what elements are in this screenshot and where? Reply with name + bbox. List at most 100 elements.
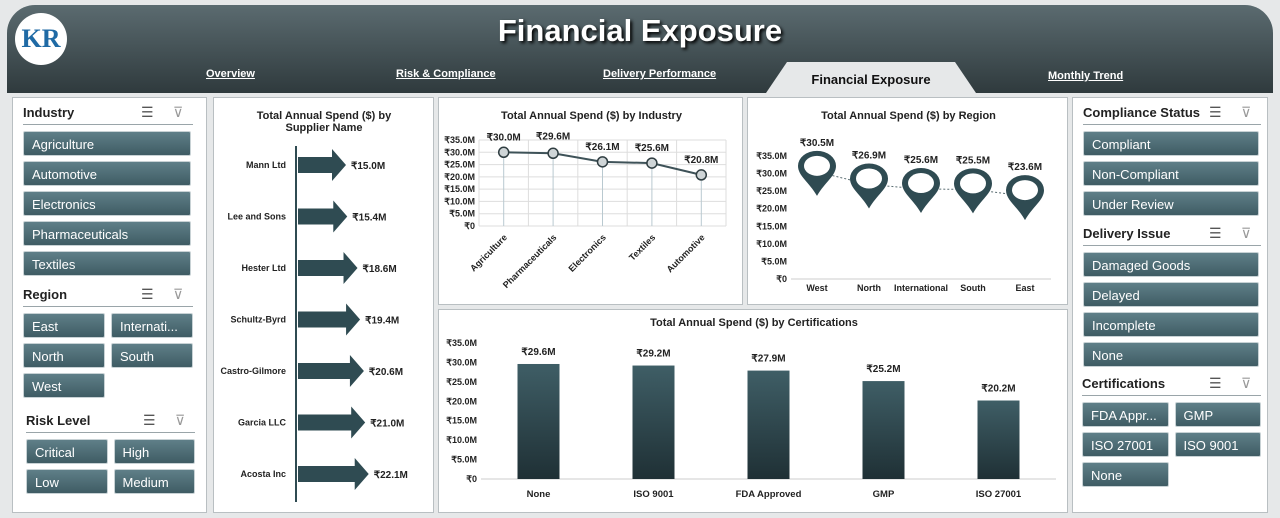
slicer-item-region[interactable]: East [23, 313, 105, 338]
bar [517, 363, 560, 479]
tab-risk-compliance[interactable]: Risk & Compliance [396, 68, 496, 80]
multi-select-icon[interactable]: ☰ [1209, 375, 1222, 391]
y-tick-label: ₹35.0M [446, 338, 477, 348]
x-tick-label: Agriculture [468, 232, 509, 273]
multi-select-icon[interactable]: ☰ [1209, 225, 1222, 241]
slicer-item-compliance[interactable]: Non-Compliant [1083, 161, 1259, 186]
certifications-chart-panel: Total Annual Spend ($) by Certifications… [438, 309, 1068, 513]
slicer-item-industry[interactable]: Pharmaceuticals [23, 221, 191, 246]
slicer-item-delivery[interactable]: Delayed [1083, 282, 1259, 307]
slicer-item-risk[interactable]: Critical [26, 439, 108, 464]
pin-marker-center [1012, 180, 1038, 201]
divider [1083, 245, 1261, 246]
y-tick-label: ₹35.0M [444, 135, 475, 145]
data-point [596, 156, 609, 168]
x-tick-label: West [806, 283, 827, 293]
clear-filter-icon[interactable]: ⊽ [173, 104, 184, 120]
data-label: ₹15.0M [351, 161, 385, 172]
multi-select-icon[interactable]: ☰ [141, 104, 154, 120]
clear-filter-icon[interactable]: ⊽ [173, 286, 184, 302]
y-tick-label: ₹20.0M [446, 396, 477, 406]
slicer-item-cert[interactable]: None [1082, 462, 1169, 487]
data-label: ₹30.0M [487, 132, 521, 143]
slicer-item-risk[interactable]: Medium [113, 469, 195, 494]
clear-filter-icon[interactable]: ⊽ [175, 412, 186, 428]
slicer-item-compliance[interactable]: Under Review [1083, 191, 1259, 216]
clear-filter-icon[interactable]: ⊽ [1241, 225, 1252, 241]
divider [23, 124, 193, 125]
slicer-item-delivery[interactable]: Incomplete [1083, 312, 1259, 337]
pin-marker-center [960, 173, 986, 194]
y-tick-label: ₹20.0M [756, 204, 787, 214]
tab-overview[interactable]: Overview [206, 68, 255, 80]
slicer-item-industry[interactable]: Automotive [23, 161, 191, 186]
compliance-slicer-title: Compliance Status [1083, 105, 1201, 120]
y-tick-label: ₹0 [776, 274, 787, 284]
slicer-item-industry[interactable]: Textiles [23, 251, 191, 276]
slicer-item-risk[interactable]: High [113, 439, 195, 464]
industry-chart: ₹0 ₹5.0M ₹10.0M ₹15.0M ₹20.0M ₹25.0M ₹30.0M ₹35… [444, 131, 727, 290]
slicer-item-cert[interactable]: ISO 9001 [1174, 432, 1261, 457]
y-tick-label: ₹15.0M [444, 184, 475, 194]
x-tick-label: South [960, 283, 986, 293]
multi-select-icon[interactable]: ☰ [141, 286, 154, 302]
bar-arrow [298, 200, 348, 233]
slicer-item-compliance[interactable]: Compliant [1083, 131, 1259, 156]
tab-monthly-trend[interactable]: Monthly Trend [1048, 70, 1124, 82]
delivery-slicer-title: Delivery Issue [1083, 226, 1171, 241]
data-point [547, 147, 559, 160]
bar-arrow [298, 149, 346, 181]
x-tick-label: ISO 27001 [976, 489, 1022, 500]
cert-slicer-title: Certifications [1082, 376, 1166, 391]
industry-slicer-title: Industry [23, 105, 75, 120]
clear-filter-icon[interactable]: ⊽ [1241, 375, 1252, 391]
multi-select-icon[interactable]: ☰ [143, 412, 156, 428]
slicer-item-risk[interactable]: Low [26, 469, 108, 494]
x-tick-label: FDA Approved [736, 489, 802, 500]
y-tick-label: ₹30.0M [756, 169, 787, 179]
slicer-item-region[interactable]: South [111, 343, 193, 368]
region-slicer-title: Region [23, 287, 68, 302]
tab-delivery-performance[interactable]: Delivery Performance [603, 68, 717, 80]
data-label: ₹26.9M [852, 150, 886, 161]
data-label: ₹29.6M [536, 131, 570, 142]
slicer-item-industry[interactable]: Agriculture [23, 131, 191, 156]
slicer-item-delivery[interactable]: Damaged Goods [1083, 252, 1259, 277]
region-chart: ₹0 ₹5.0M ₹10.0M ₹15.0M ₹20.0M ₹25.0M ₹30.0M ₹35… [756, 138, 1051, 293]
category-label: Lee and Sons [227, 212, 286, 222]
y-tick-label: ₹25.0M [446, 377, 477, 387]
divider [1083, 124, 1261, 125]
slicer-item-cert[interactable]: GMP [1174, 402, 1261, 427]
category-label: Acosta Inc [240, 469, 286, 479]
data-label: ₹15.4M [352, 213, 386, 224]
y-tick-label: ₹10.0M [756, 239, 787, 249]
region-chart-title: Total Annual Spend ($) by Region [821, 110, 996, 122]
pin-marker-center [908, 173, 934, 194]
y-tick-label: ₹10.0M [444, 196, 475, 206]
x-tick-label: Automotive [665, 232, 707, 274]
multi-select-icon[interactable]: ☰ [1209, 104, 1222, 120]
bar-arrow [298, 303, 361, 336]
slicer-item-industry[interactable]: Electronics [23, 191, 191, 216]
risk-slicer-title: Risk Level [26, 413, 91, 428]
category-label: Garcia LLC [238, 418, 287, 428]
slicer-item-region[interactable]: North [23, 343, 105, 368]
certifications-chart: ₹0 ₹5.0M ₹10.0M ₹15.0M ₹20.0M ₹25.0M ₹30.0M ₹35… [446, 338, 1056, 500]
slicer-item-cert[interactable]: ISO 27001 [1082, 432, 1169, 457]
y-tick-label: ₹25.0M [444, 160, 475, 170]
slicer-item-region[interactable]: West [23, 373, 105, 398]
data-label: ₹18.6M [363, 264, 397, 275]
slicer-item-delivery[interactable]: None [1083, 342, 1259, 367]
supplier-chart: Mann Ltd ₹15.0M Lee and Sons ₹15.4M Hester L… [220, 146, 408, 502]
slicer-item-region[interactable]: Internati... [111, 313, 193, 338]
slicer-item-cert[interactable]: FDA Appr... [1082, 402, 1169, 427]
y-tick-label: ₹35.0M [756, 151, 787, 161]
bar [747, 370, 790, 479]
divider [1082, 395, 1261, 396]
clear-filter-icon[interactable]: ⊽ [1241, 104, 1252, 120]
y-tick-label: ₹0 [466, 474, 477, 484]
pin-marker-center [804, 155, 830, 176]
tab-financial-exposure[interactable]: Financial Exposure [766, 62, 976, 93]
category-label: Mann Ltd [246, 160, 286, 170]
data-label: ₹20.8M [684, 155, 718, 166]
